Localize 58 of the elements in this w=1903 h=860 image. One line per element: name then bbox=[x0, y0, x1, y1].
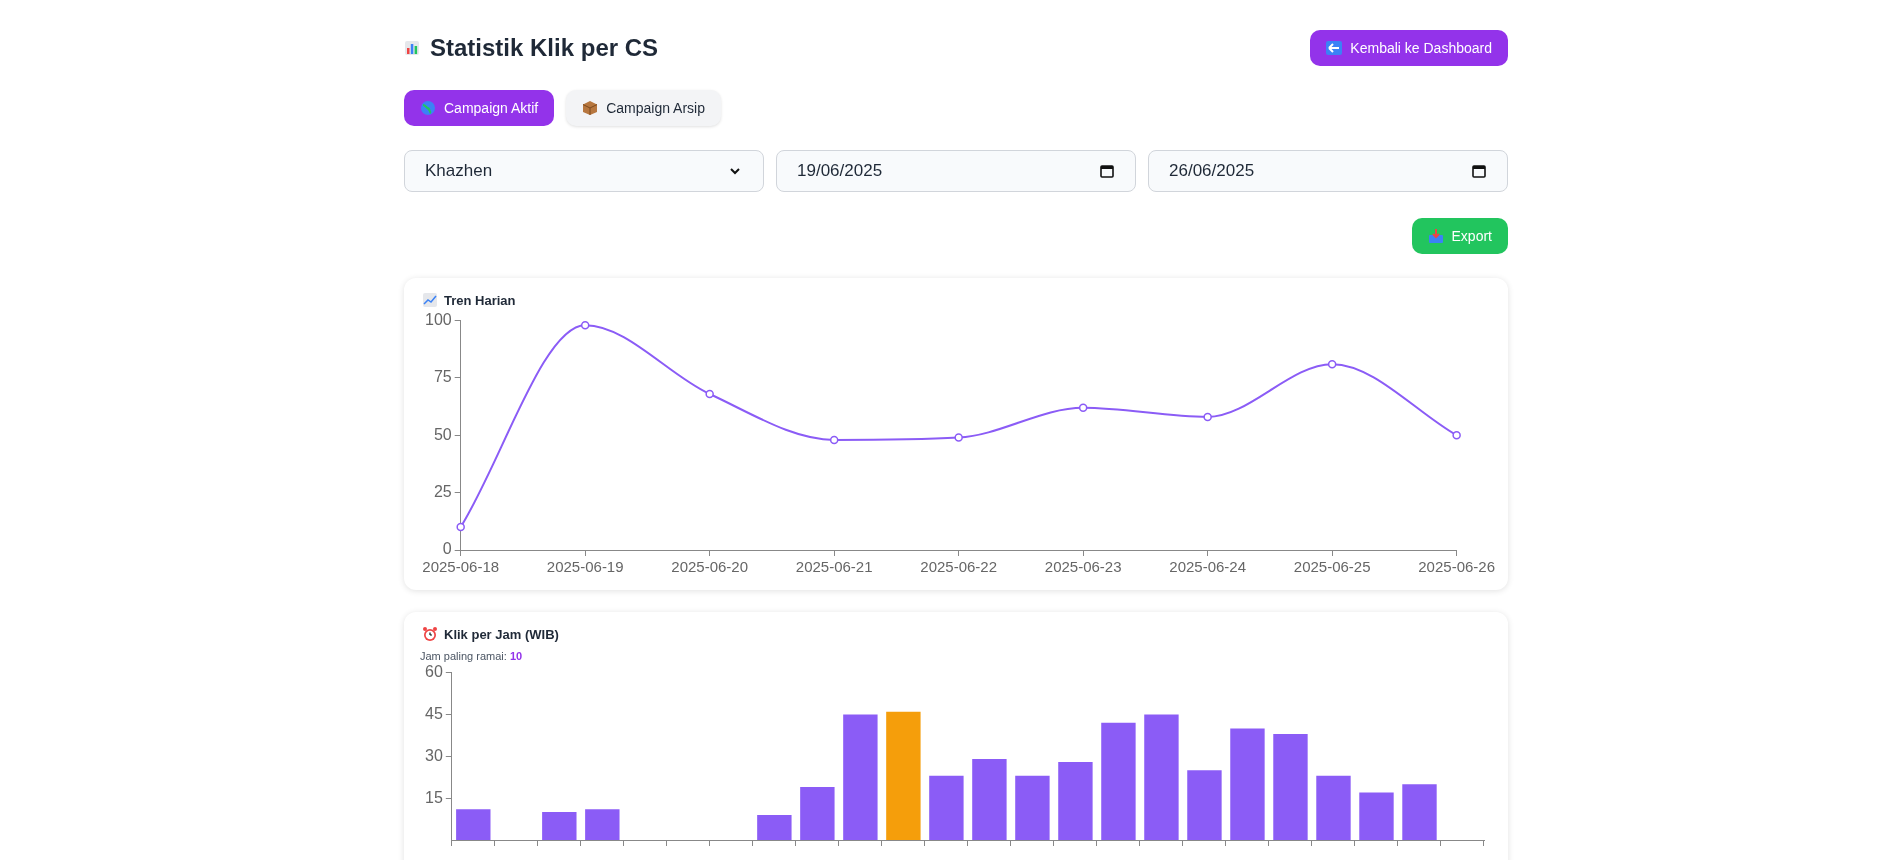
point bbox=[580, 320, 590, 330]
bar bbox=[1273, 733, 1308, 840]
x-tick-label: 2025-06-22 bbox=[920, 558, 998, 576]
x-tick-label: 2025-06-20 bbox=[671, 558, 749, 576]
chart-title: Klik per Jam (WIB) bbox=[444, 626, 559, 642]
x-tick-label: 2025-06-21 bbox=[795, 558, 873, 576]
text: Kembali ke Dashboard bbox=[1350, 40, 1492, 56]
bar bbox=[542, 812, 577, 840]
text: Statistik Klik per CS bbox=[430, 34, 659, 62]
bar bbox=[886, 711, 921, 840]
chart-title: Tren Harian bbox=[444, 292, 516, 308]
bar bbox=[1144, 714, 1179, 840]
bar bbox=[843, 714, 878, 840]
chart-subtitle: Jam paling ramai: bbox=[420, 650, 507, 662]
bar bbox=[800, 786, 835, 840]
y-tick-label: 45 bbox=[425, 704, 443, 722]
point bbox=[456, 522, 465, 532]
bar bbox=[1058, 761, 1093, 840]
x-tick-label: 2025-06-26 bbox=[1418, 558, 1495, 576]
bar bbox=[585, 809, 620, 840]
y-tick-label: 60 bbox=[425, 663, 443, 681]
bar bbox=[1187, 770, 1222, 840]
text: Campaign Aktif bbox=[444, 100, 539, 116]
bar bbox=[1101, 722, 1136, 840]
x-tick-label: 2025-06-19 bbox=[546, 558, 624, 576]
point bbox=[705, 389, 714, 399]
y-tick-label: 75 bbox=[433, 368, 452, 386]
text: Campaign Arsip bbox=[606, 100, 705, 116]
bar bbox=[456, 809, 491, 840]
text: 19/06/2025 bbox=[797, 161, 883, 181]
text: 26/06/2025 bbox=[1169, 161, 1255, 181]
bar bbox=[1316, 775, 1351, 840]
point bbox=[1203, 412, 1212, 422]
text: 10 bbox=[508, 650, 523, 662]
x-tick-label: 2025-06-23 bbox=[1044, 558, 1122, 576]
y-tick-label: 30 bbox=[425, 746, 443, 764]
text: Khazhen bbox=[425, 161, 493, 181]
bar bbox=[972, 759, 1007, 840]
bar bbox=[929, 775, 964, 840]
point bbox=[954, 433, 963, 442]
y-tick-label: 25 bbox=[433, 483, 452, 501]
point bbox=[1078, 403, 1088, 413]
bar bbox=[757, 814, 792, 840]
y-tick-label: 0 bbox=[442, 540, 452, 558]
point bbox=[829, 435, 839, 445]
x-tick-label: 2025-06-24 bbox=[1169, 558, 1247, 576]
text: Export bbox=[1451, 228, 1492, 244]
y-tick-label: 50 bbox=[433, 425, 452, 443]
point bbox=[1452, 431, 1461, 440]
bar bbox=[1402, 784, 1437, 840]
y-tick-label: 15 bbox=[425, 788, 443, 806]
bar bbox=[1359, 792, 1394, 840]
point bbox=[1327, 359, 1337, 369]
y-tick-label: 100 bbox=[424, 311, 452, 329]
x-tick-label: 2025-06-18 bbox=[422, 558, 500, 576]
bar bbox=[1015, 775, 1050, 840]
x-tick-label: 2025-06-25 bbox=[1293, 558, 1371, 576]
bar bbox=[1230, 728, 1265, 840]
